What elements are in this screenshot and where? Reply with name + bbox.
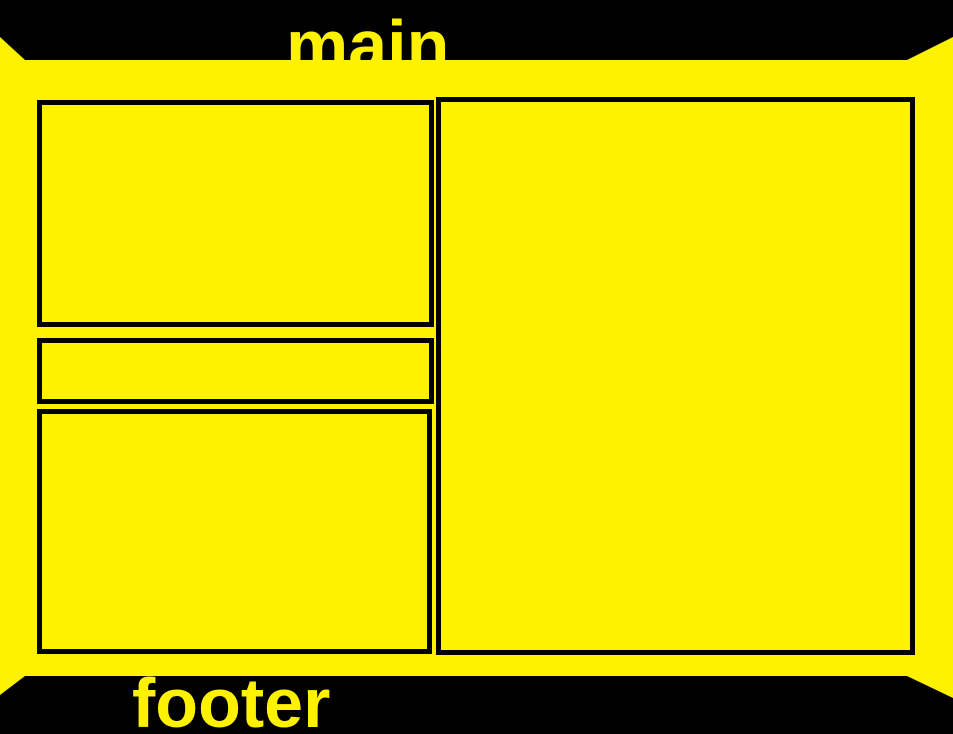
main-label: main (286, 6, 450, 84)
panel-middle-left (37, 338, 434, 404)
panel-top-left (37, 100, 434, 327)
panel-right (436, 97, 915, 655)
panel-bottom-left (37, 409, 432, 654)
footer-label: footer (132, 664, 331, 734)
